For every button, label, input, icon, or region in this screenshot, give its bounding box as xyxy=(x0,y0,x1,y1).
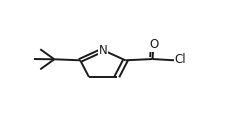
Text: O: O xyxy=(149,38,158,51)
Text: N: N xyxy=(98,43,107,57)
Text: Cl: Cl xyxy=(174,53,185,66)
